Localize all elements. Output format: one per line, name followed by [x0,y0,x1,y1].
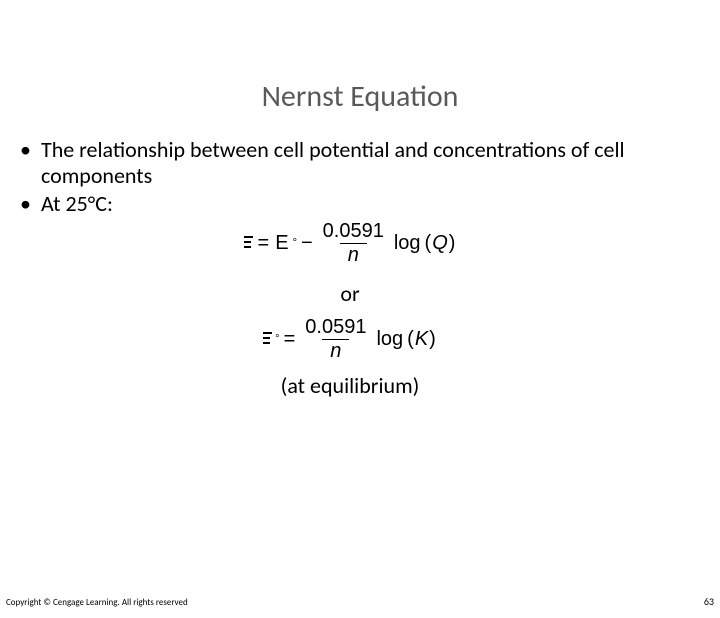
slide-title: Nernst Equation [0,78,720,115]
bullet-text: At 25°C: [41,191,680,217]
bullet-item: • The relationship between cell potentia… [20,137,680,189]
standard-potential-E: E [272,232,291,255]
open-paren: ( [424,232,433,255]
open-paren: ( [406,328,415,351]
fraction-denominator: n [322,339,349,362]
equilibrium-constant-K: K [415,328,428,351]
equation-1-region: = E ° − 0.0591 n log ( Q ) [20,221,680,266]
cell-potential-symbol [244,234,253,252]
bullet-item: • At 25°C: [20,191,680,217]
bullet-marker: • [20,137,31,163]
fraction-numerator: 0.0591 [302,317,369,339]
bullet-text: The relationship between cell potential … [41,137,680,189]
equation-2: ° = 0.0591 n log ( K ) [263,317,437,362]
page-number: 63 [704,595,714,608]
equals-sign: = [281,328,299,351]
minus-sign: − [298,232,316,255]
fraction-numerator: 0.0591 [320,221,387,243]
cell-potential-symbol [263,330,272,348]
close-paren: ) [428,328,437,351]
close-paren: ) [448,232,457,255]
reaction-quotient-Q: Q [432,232,448,255]
log-label: log [391,232,424,255]
content-area: • The relationship between cell potentia… [0,137,720,399]
fraction-denominator: n [340,243,367,266]
slide: Nernst Equation • The relationship betwe… [0,78,720,618]
at-equilibrium-label: (at equilibrium) [20,372,680,399]
equation-2-region: ° = 0.0591 n log ( K ) [20,317,680,362]
fraction: 0.0591 n [320,221,387,266]
copyright-text: Copyright © Cengage Learning. All rights… [6,597,188,608]
log-label: log [373,328,406,351]
equals-sign: = [255,232,273,255]
bullet-marker: • [20,191,31,217]
fraction: 0.0591 n [302,317,369,362]
equation-1: = E ° − 0.0591 n log ( Q ) [244,221,457,266]
or-label: or [20,280,680,307]
